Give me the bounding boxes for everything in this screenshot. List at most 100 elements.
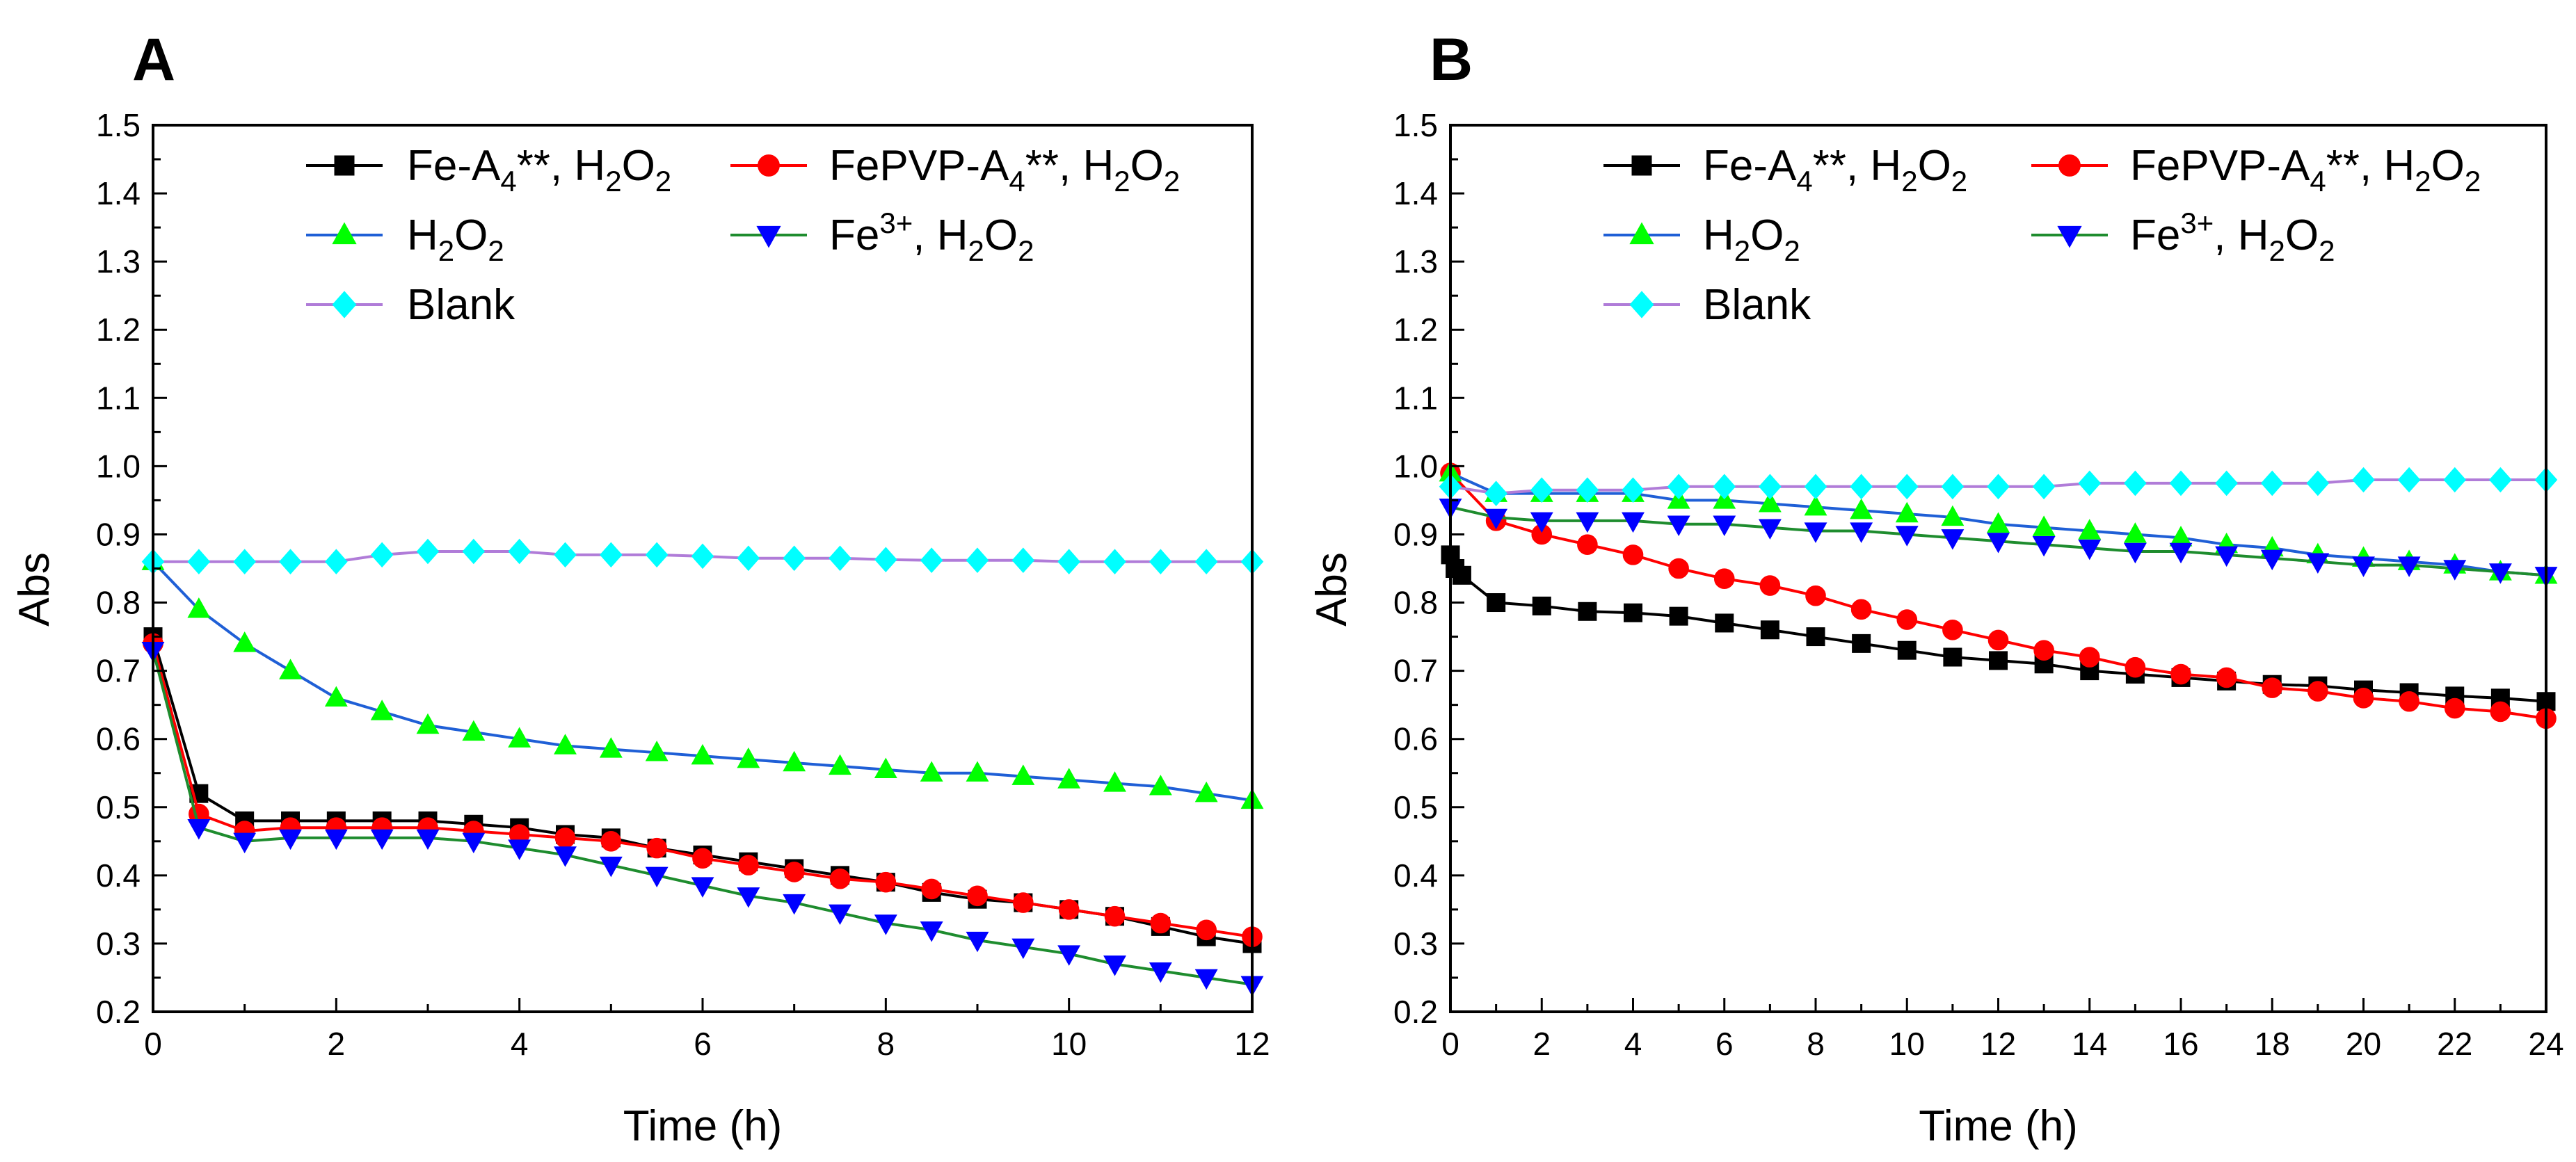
legend-label-part: 2 <box>655 165 671 197</box>
data-point <box>2123 542 2147 564</box>
data-point <box>783 894 806 915</box>
x-tick-label: 8 <box>877 1026 895 1062</box>
legend-item-fe3: Fe3+, H2O2 <box>2031 207 2335 267</box>
legend-label-part: , H <box>2214 211 2269 259</box>
data-point <box>645 542 669 568</box>
legend-marker <box>758 154 780 177</box>
x-tick-label: 18 <box>2255 1026 2290 1062</box>
data-point <box>1987 533 2010 554</box>
data-point <box>737 747 760 768</box>
data-point <box>966 761 989 782</box>
data-point <box>1669 606 1688 626</box>
data-point <box>2397 556 2421 577</box>
data-point <box>2444 697 2465 719</box>
data-point <box>279 549 302 574</box>
data-point <box>187 549 211 574</box>
data-point <box>2078 539 2102 560</box>
legend-label-part: 2 <box>1784 234 1800 267</box>
legend-item-fe-a4: Fe-A4**, H2O2 <box>306 142 671 197</box>
y-tick-label: 1.1 <box>96 380 141 416</box>
data-point <box>2169 542 2193 564</box>
data-point <box>1578 602 1597 621</box>
legend-label-part: 3+ <box>2180 207 2214 239</box>
data-point <box>1805 585 1826 606</box>
data-point <box>737 887 760 908</box>
y-axis-label: Abs <box>1308 552 1356 627</box>
data-point <box>966 547 989 574</box>
data-point <box>416 538 440 565</box>
y-axis-label: Abs <box>10 552 58 627</box>
legend-label-part: 2 <box>605 165 621 197</box>
legend-label-part: O <box>454 211 488 259</box>
panel-a: A 0.2 0.3 0.4 0.5 0.6 0.7 0.8 0.9 1.0 1.1 1.2 1.3 1.4… <box>10 26 1270 1150</box>
data-point <box>1850 599 1872 620</box>
data-point <box>554 846 577 867</box>
data-point <box>691 877 714 898</box>
legend-label-part: 2 <box>2269 234 2285 267</box>
series-fe-a4 <box>143 627 1262 953</box>
legend-label-part: O <box>1918 142 1951 190</box>
data-point <box>325 549 348 574</box>
y-tick-label: 0.7 <box>1393 653 1438 689</box>
data-point <box>2033 640 2054 661</box>
data-point <box>1895 526 1919 547</box>
data-point <box>829 545 851 572</box>
legend-label-part: 2 <box>1734 234 1750 267</box>
axes-frame <box>1449 124 2547 1013</box>
data-point <box>1103 955 1126 976</box>
data-point <box>1850 474 1873 500</box>
data-point <box>920 547 943 574</box>
data-point <box>1624 603 1642 622</box>
y-tick-label: 0.6 <box>1393 721 1438 757</box>
legend-label-part: **, H <box>1813 142 1901 190</box>
legend-label: Fe3+, H2O2 <box>829 207 1034 267</box>
legend-label-part: 2 <box>1018 234 1034 267</box>
data-point <box>1759 474 1782 500</box>
data-point <box>1194 969 1218 990</box>
data-point <box>416 829 440 850</box>
data-point <box>2215 546 2239 567</box>
data-point <box>2443 467 2467 493</box>
data-point <box>1103 549 1126 574</box>
series-fe3 <box>141 641 1264 997</box>
x-tick-label: 6 <box>1715 1026 1734 1062</box>
legend-marker <box>756 225 781 248</box>
x-tick-label: 2 <box>1533 1026 1551 1062</box>
data-point <box>1622 544 1644 565</box>
data-point <box>1713 515 1736 537</box>
data-point <box>554 734 577 755</box>
series-fe3 <box>1439 499 2558 588</box>
data-point <box>874 547 897 573</box>
legend-label-part: 2 <box>1164 165 1180 197</box>
y-tick-label: 0.3 <box>96 926 141 962</box>
data-point <box>1804 494 1827 516</box>
data-point <box>1103 771 1126 792</box>
data-point <box>1057 945 1081 966</box>
data-point <box>2123 522 2147 543</box>
data-point <box>1897 640 1917 660</box>
legend-item-blank: Blank <box>306 281 515 329</box>
data-point <box>1196 919 1217 941</box>
legend-label-part: H <box>1703 211 1734 259</box>
x-tick-label: 22 <box>2437 1026 2472 1062</box>
y-tick-label: 1.0 <box>96 448 141 484</box>
data-point <box>1895 501 1919 523</box>
data-point <box>2488 563 2512 584</box>
data-point <box>645 866 669 888</box>
data-point <box>1058 899 1080 920</box>
y-tick-label: 0.5 <box>96 789 141 825</box>
legend-label-part: 2 <box>438 234 454 267</box>
data-point <box>1850 522 1873 543</box>
data-point <box>1943 647 1962 667</box>
data-point <box>875 871 897 893</box>
series-fepvp-a4 <box>1440 462 2557 729</box>
data-point <box>324 686 348 707</box>
data-point <box>1149 962 1172 983</box>
legend-item-fepvp-a4: FePVP-A4**, H2O2 <box>2031 142 2481 197</box>
legend-label: Fe-A4**, H2O2 <box>1703 142 1967 197</box>
series-fe-a4 <box>1441 545 2556 711</box>
x-tick-label: 20 <box>2346 1026 2381 1062</box>
data-point <box>691 543 714 570</box>
